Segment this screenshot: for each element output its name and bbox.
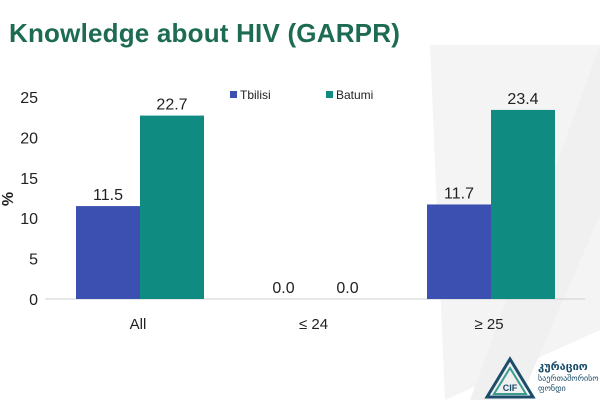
logo-name: კურაციო	[538, 361, 588, 373]
data-label-batumi-1: 0.0	[336, 280, 358, 297]
logo-subtitle-line-2: ფონდი	[538, 384, 566, 393]
data-label-batumi-0: 22.7	[156, 97, 187, 114]
y-tick-label-4: 20	[20, 130, 38, 147]
data-label-batumi-2: 23.4	[507, 91, 538, 108]
legend-swatch-tbilisi	[230, 91, 237, 98]
y-axis-title: %	[0, 192, 17, 206]
legend-swatch-batumi	[326, 91, 333, 98]
x-tick-label-1: ≤ 24	[299, 316, 328, 333]
legend-label-tbilisi: Tbilisi	[240, 88, 271, 102]
data-label-tbilisi-2: 11.7	[444, 185, 474, 202]
y-tick-label-3: 15	[20, 171, 38, 188]
bar-tbilisi-0	[76, 206, 140, 299]
y-tick-label-0: 0	[29, 292, 38, 309]
data-label-tbilisi-0: 11.5	[93, 187, 123, 204]
logo-subtitle-line-1: საერთაშორისო	[538, 374, 599, 383]
logo-badge-text: CIF	[503, 383, 518, 393]
y-tick-label-5: 25	[20, 90, 38, 107]
bar-batumi-0	[140, 115, 204, 299]
x-tick-label-2: ≥ 25	[474, 316, 503, 333]
y-tick-label-2: 10	[20, 211, 38, 228]
x-tick-label-0: All	[130, 316, 147, 333]
bar-batumi-2	[491, 109, 555, 299]
slide-title: Knowledge about HIV (GARPR)	[9, 18, 401, 48]
triangle-logo-icon: CIF	[484, 356, 536, 399]
legend-label-batumi: Batumi	[336, 88, 373, 102]
y-tick-label-1: 5	[29, 252, 38, 269]
curatio-logo: CIF კურაციო საერთაშორისო ფონდი	[483, 355, 600, 400]
data-label-tbilisi-1: 0.0	[272, 280, 294, 297]
bar-tbilisi-2	[427, 204, 491, 299]
